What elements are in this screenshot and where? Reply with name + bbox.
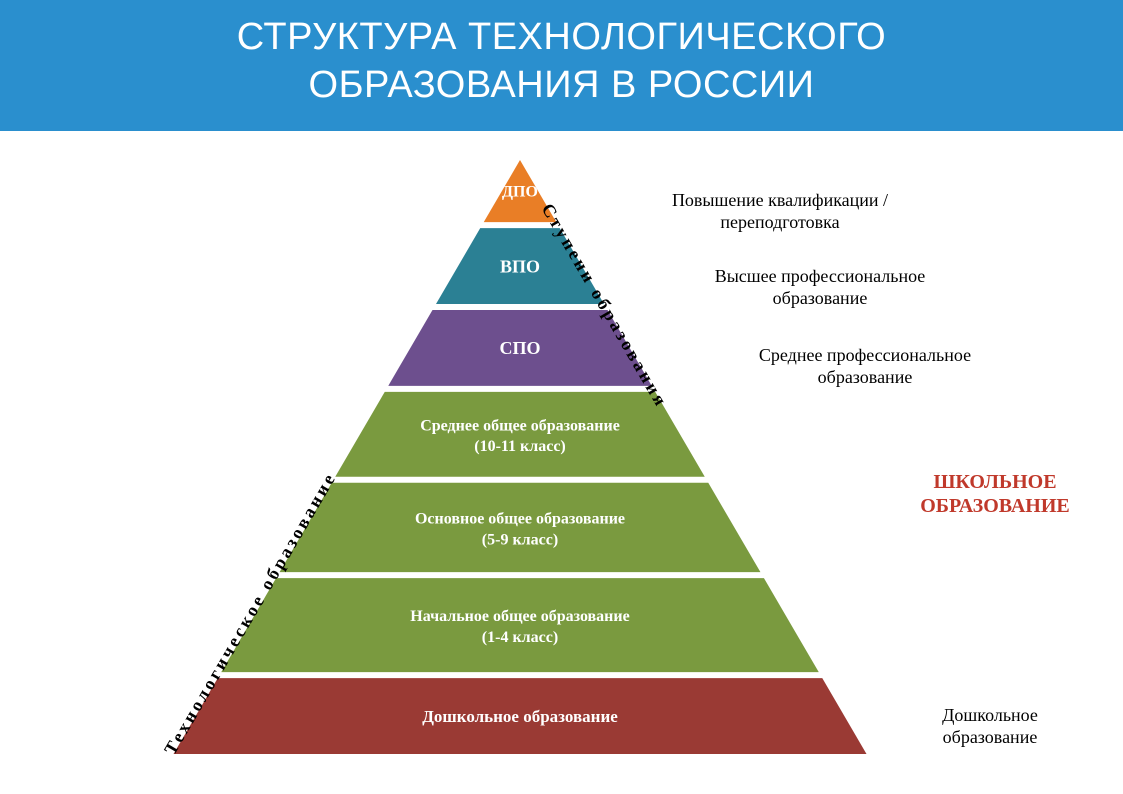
title-line-1: СТРУКТУРА ТЕХНОЛОГИЧЕСКОГО: [237, 16, 886, 58]
label-school-education: ШКОЛЬНОЕ ОБРАЗОВАНИЕ: [895, 470, 1095, 518]
pyramid-level-label-6: Дошкольное образование: [422, 707, 618, 726]
title-line-2: ОБРАЗОВАНИЯ В РОССИИ: [309, 64, 815, 106]
pyramid-level-label-2: СПО: [499, 338, 540, 358]
diagram-stage: ДПОВПОСПОСреднее общее образование(10-11…: [0, 150, 1123, 790]
desc-vpo: Высшее профессиональное образование: [695, 266, 945, 309]
page-title: СТРУКТУРА ТЕХНОЛОГИЧЕСКОГО ОБРАЗОВАНИЯ В…: [0, 0, 1123, 131]
pyramid-level-label-0: ДПО: [502, 184, 538, 201]
desc-preschool: Дошкольное образование: [900, 705, 1080, 748]
desc-dpo: Повышение квалификации / переподготовка: [655, 190, 905, 233]
desc-spo: Среднее профессиональное образование: [740, 345, 990, 388]
pyramid-level-label-1: ВПО: [500, 256, 540, 276]
pyramid-chart: ДПОВПОСПОСреднее общее образование(10-11…: [170, 150, 870, 770]
